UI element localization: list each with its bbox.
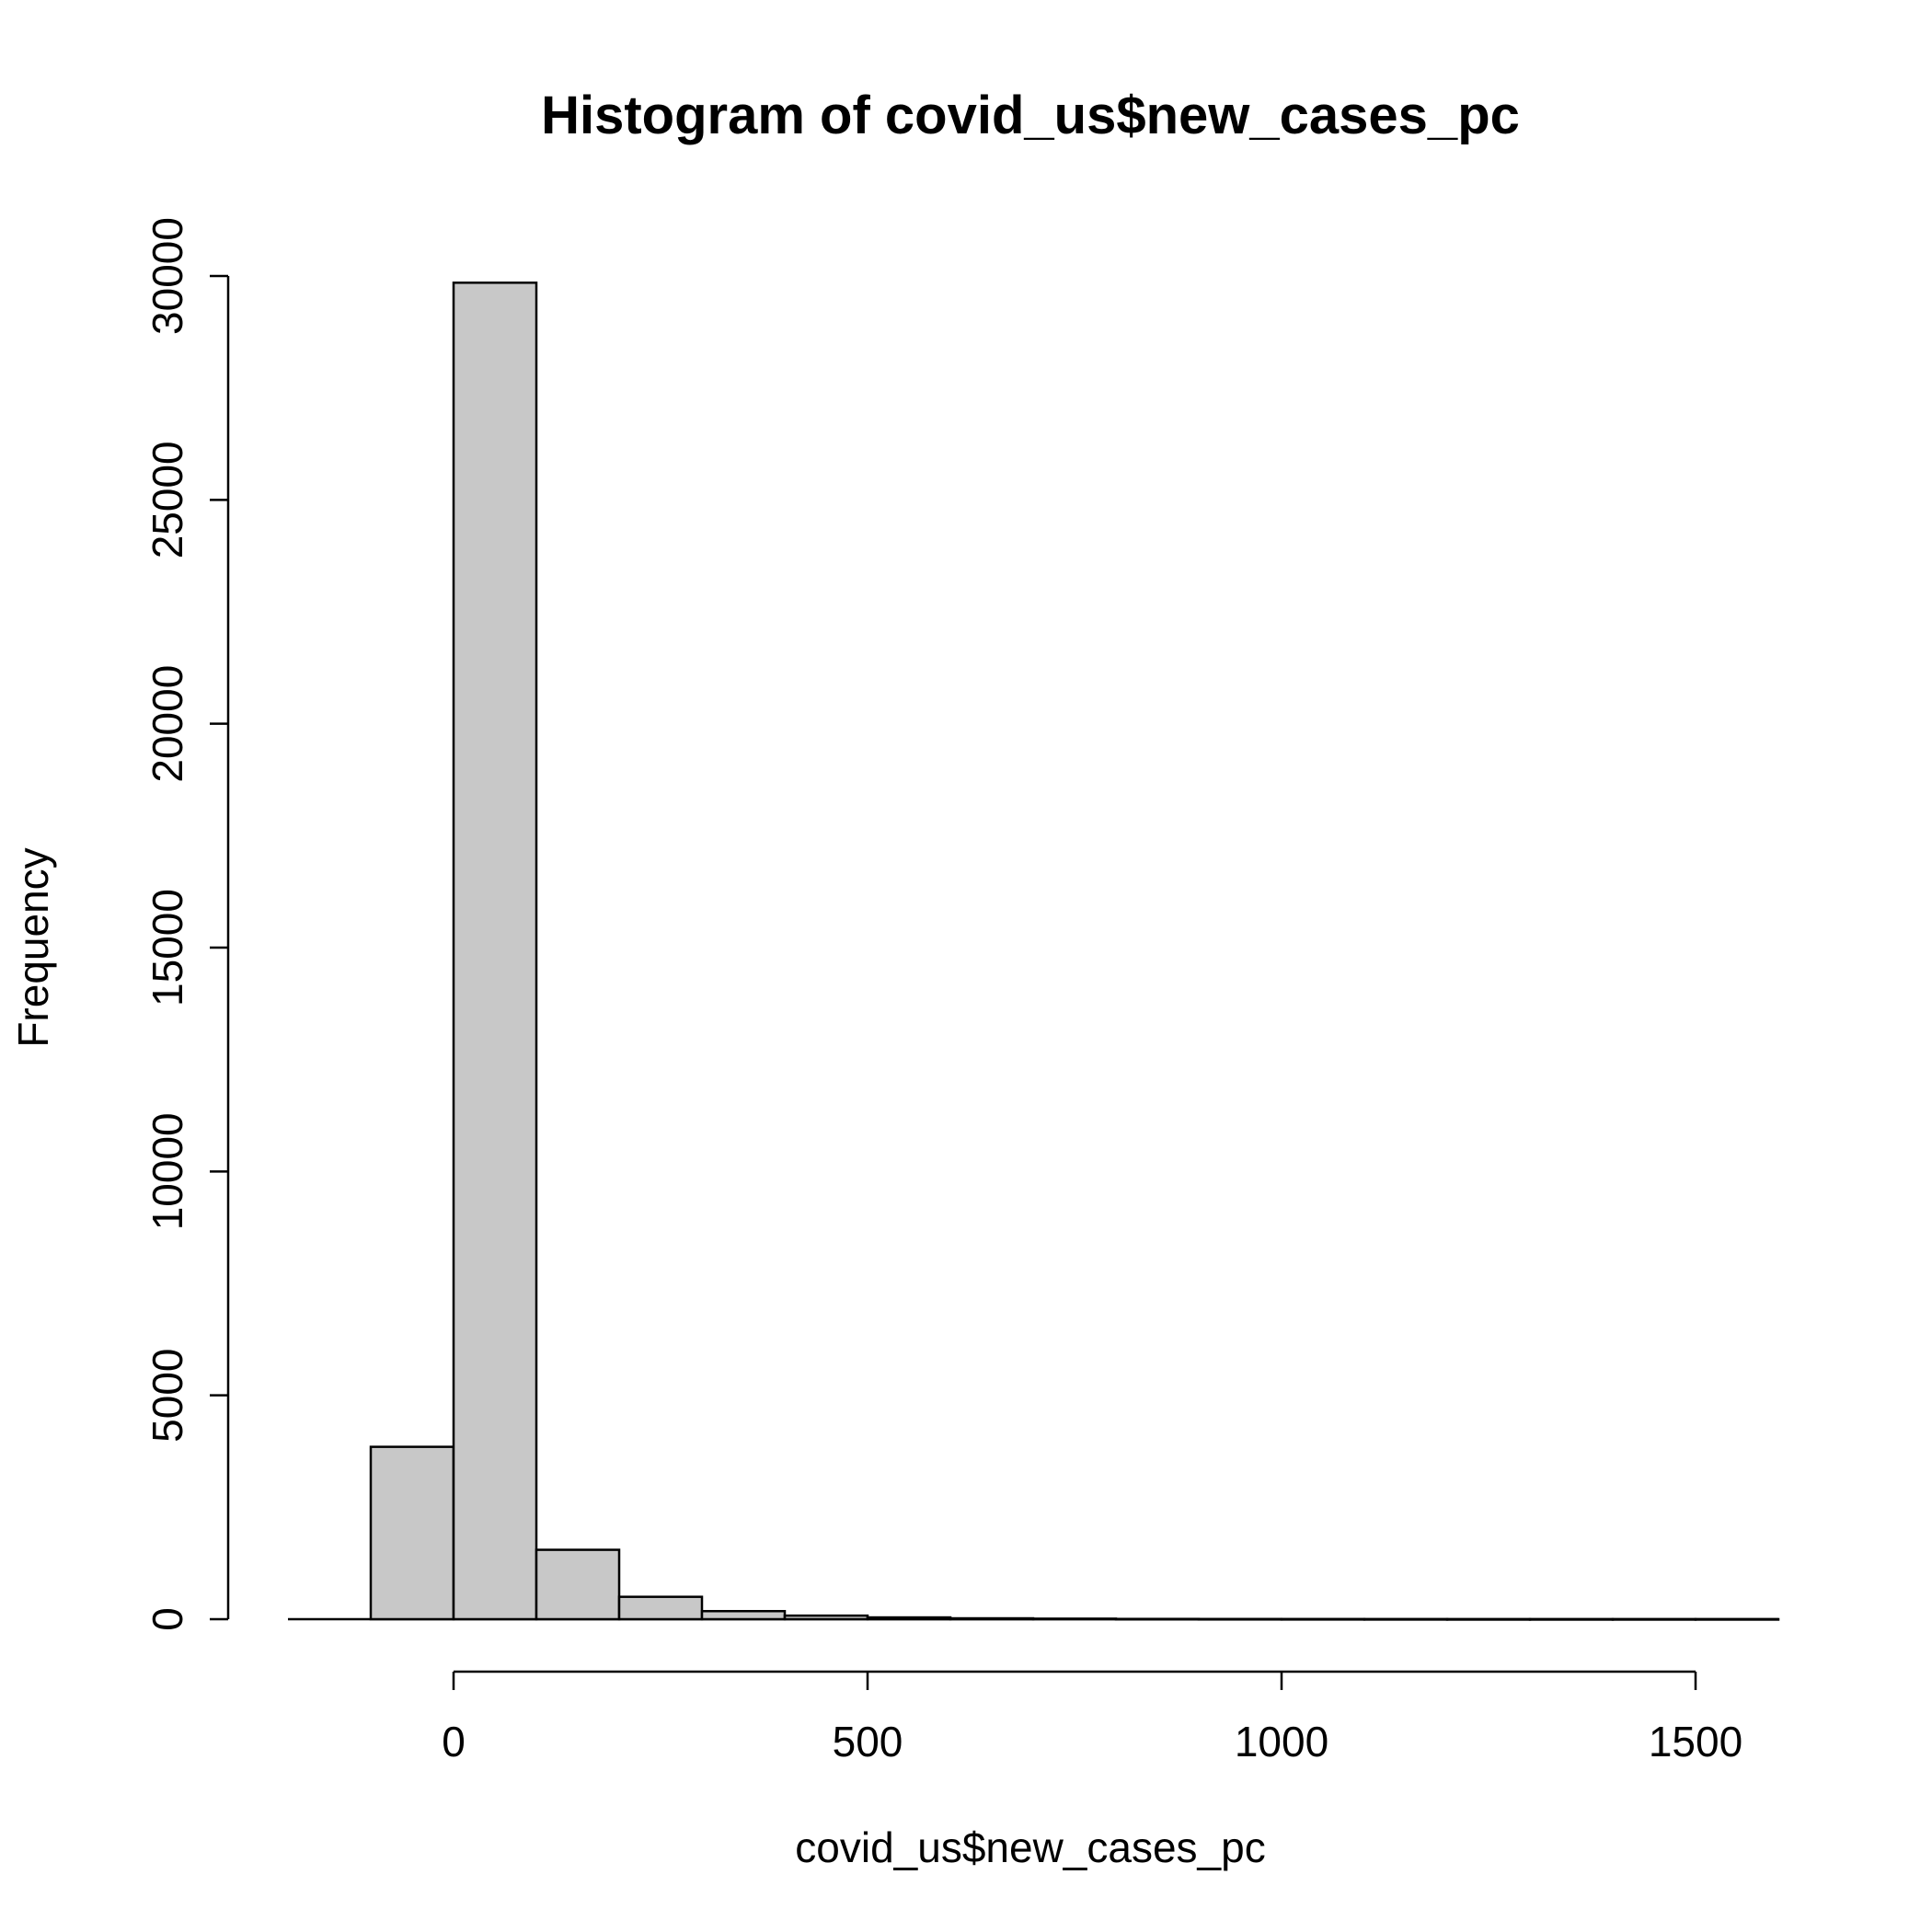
histogram-bar [949,1616,1035,1621]
x-axis-label: covid_us$new_cases_pc [795,1823,1265,1871]
histogram-bar [617,1595,704,1621]
histogram-bar [1445,1617,1532,1621]
x-tick-label: 1500 [1649,1718,1742,1765]
histogram-bar [369,1445,455,1621]
histogram-bar [866,1616,952,1621]
x-tick-label: 0 [442,1718,466,1765]
histogram-bar [452,282,538,1621]
x-tick-label: 1000 [1235,1718,1328,1765]
histogram-bar [535,1548,621,1621]
histogram-bar [1197,1617,1283,1621]
histogram-bar [783,1614,869,1621]
y-tick-label: 0 [144,1607,191,1631]
histogram-bar [1611,1617,1697,1621]
y-axis: 0 5000 10000 15000 20000 25000 30000 [144,217,230,1631]
histogram-bar [1280,1617,1366,1621]
histogram-bar [1363,1617,1449,1621]
histogram-bar [700,1609,787,1621]
y-tick-label: 10000 [144,1112,191,1230]
x-tick-label: 500 [833,1718,903,1765]
histogram-bar [1114,1617,1201,1621]
y-tick-label: 30000 [144,217,191,335]
histogram-bar [1528,1617,1615,1621]
y-tick-label: 15000 [144,889,191,1006]
chart-title: Histogram of covid_us$new_cases_pc [541,86,1520,145]
y-tick-label: 25000 [144,441,191,558]
bars-group [288,282,1780,1621]
histogram-bar [1031,1617,1118,1621]
y-axis-label: Frequency [9,847,57,1047]
y-tick-label: 20000 [144,665,191,783]
x-axis: 0 500 1000 1500 [442,1670,1742,1765]
histogram-bar [1694,1617,1780,1621]
y-tick-label: 5000 [144,1348,191,1442]
